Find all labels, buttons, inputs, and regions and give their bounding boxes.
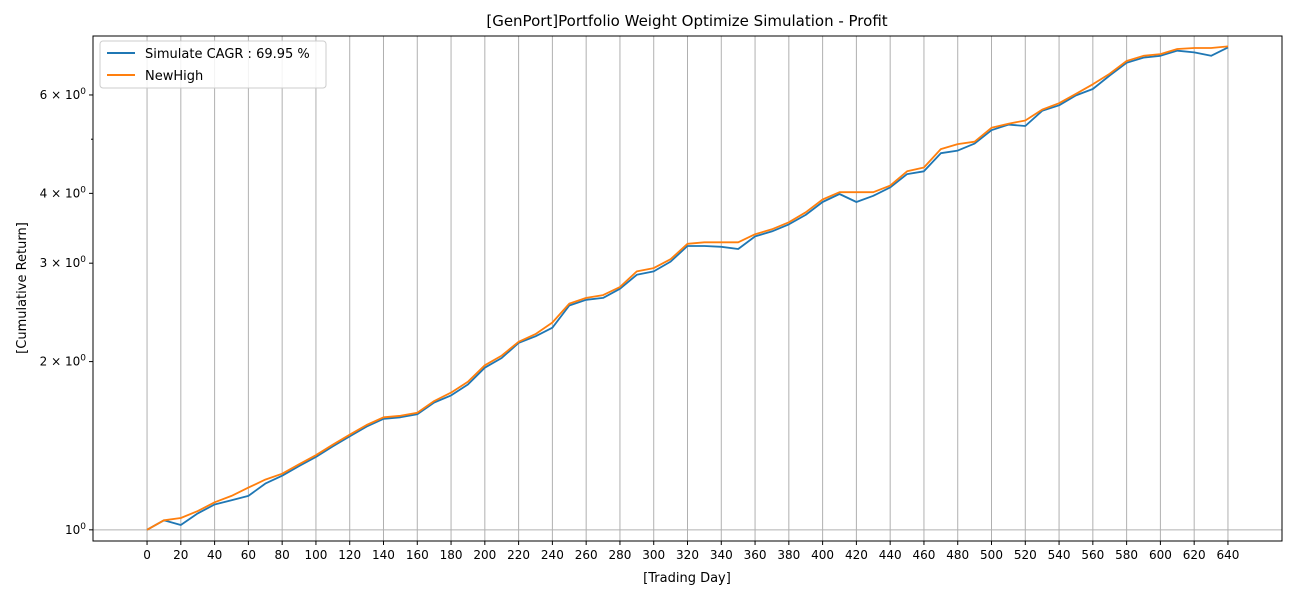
x-tick-label: 620 [1183,548,1206,562]
x-tick-label: 580 [1115,548,1138,562]
y-tick-label: 3 × 100 [40,255,87,270]
legend-label-newhigh: NewHigh [145,69,203,84]
x-tick-label: 380 [777,548,800,562]
x-tick-label: 600 [1149,548,1172,562]
x-tick-label: 60 [241,548,256,562]
y-axis-label: [Cumulative Return] [15,222,30,354]
series-lines [146,45,1229,531]
series-line-0 [146,46,1229,531]
x-tick-label: 0 [143,548,151,562]
x-tick-label: 80 [275,548,290,562]
series-line-1 [146,45,1229,531]
x-tick-label: 240 [541,548,564,562]
legend-label-simulate: Simulate CAGR : 69.95 % [145,47,310,62]
x-tick-label: 540 [1048,548,1071,562]
x-tick-label: 520 [1014,548,1037,562]
x-tick-label: 420 [845,548,868,562]
x-tick-label: 340 [710,548,733,562]
x-tick-label: 440 [879,548,902,562]
x-axis-label: [Trading Day] [643,571,731,586]
x-tick-label: 500 [980,548,1003,562]
x-tick-label: 480 [946,548,969,562]
x-tick-label: 160 [406,548,429,562]
x-tick-label: 20 [173,548,188,562]
grid-lines [93,36,1282,541]
y-axis-ticks: 100 2 × 100 3 × 100 4 × 100 6 × 100 [40,87,93,537]
x-tick-label: 140 [372,548,395,562]
legend-box [99,40,327,89]
y-tick-label: 100 [65,522,86,537]
x-tick-label: 280 [608,548,631,562]
x-tick-label: 40 [207,548,222,562]
x-tick-label: 320 [676,548,699,562]
y-tick-label: 2 × 100 [40,354,87,369]
y-tick-label: 6 × 100 [40,87,87,102]
y-tick-label: 4 × 100 [40,185,87,200]
x-tick-label: 400 [811,548,834,562]
x-tick-label: 200 [473,548,496,562]
x-tick-label: 100 [304,548,327,562]
chart-title: [GenPort]Portfolio Weight Optimize Simul… [486,12,887,30]
x-tick-label: 220 [507,548,530,562]
x-tick-label: 120 [338,548,361,562]
x-axis-ticks: 0 20 40 60 80 100 120 140 160 180 200 220 240 260 280 3… [143,541,1239,562]
x-tick-label: 180 [440,548,463,562]
x-tick-label: 260 [575,548,598,562]
x-tick-label: 300 [642,548,665,562]
legend: Simulate CAGR : 69.95 % NewHigh [99,40,327,89]
x-tick-label: 560 [1081,548,1104,562]
x-tick-label: 640 [1217,548,1240,562]
x-tick-label: 360 [744,548,767,562]
x-tick-label: 460 [912,548,935,562]
